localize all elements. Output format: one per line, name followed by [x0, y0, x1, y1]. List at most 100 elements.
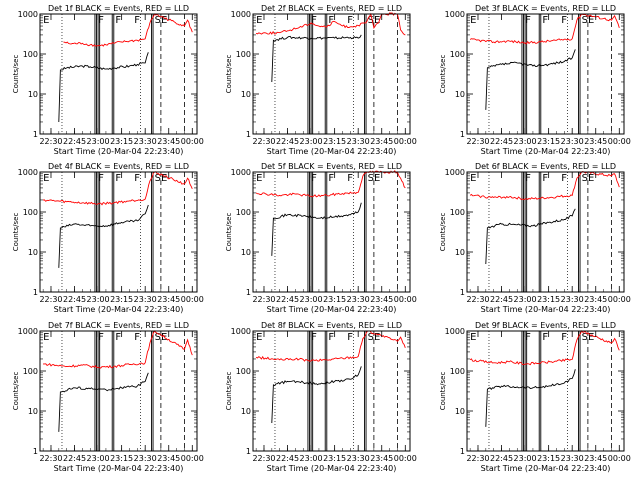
lld-series-line: [43, 171, 193, 206]
x-axis-label: Start Time (20-Mar-04 22:23:40): [481, 464, 611, 473]
x-tick-label: 22:45: [276, 454, 299, 463]
x-tick-label: 23:30: [561, 295, 584, 304]
x-axis-label: Start Time (20-Mar-04 22:23:40): [54, 147, 184, 156]
y-tick-label: 100: [450, 50, 465, 59]
region-label: F: [525, 173, 531, 184]
x-tick-label: 00:00: [608, 137, 631, 146]
region-label: SE: [582, 173, 595, 184]
y-tick-label: 100: [23, 208, 38, 217]
x-tick-label: 00:00: [181, 137, 204, 146]
region-label: F: [134, 332, 140, 343]
x-tick-label: 23:00: [87, 295, 110, 304]
region-label: E: [43, 332, 49, 343]
x-tick-label: 23:00: [300, 137, 323, 146]
region-label: F: [542, 332, 548, 343]
events-series-line: [485, 369, 576, 427]
y-tick-label: 10: [28, 90, 38, 99]
region-label: F: [134, 173, 140, 184]
x-tick-label: 23:45: [370, 295, 393, 304]
region-label: E: [256, 173, 262, 184]
x-tick-label: 22:30: [466, 295, 489, 304]
region-label: F: [98, 15, 104, 26]
x-tick-label: 00:00: [394, 454, 417, 463]
x-tick-label: 23:00: [300, 454, 323, 463]
panel-title: Det 8f BLACK = Events, RED = LLD: [261, 321, 402, 330]
x-axis-label: Start Time (20-Mar-04 22:23:40): [481, 305, 611, 314]
x-tick-label: 23:45: [370, 137, 393, 146]
x-tick-label: 23:15: [323, 137, 346, 146]
y-axis-label: Counts/sec: [439, 55, 447, 94]
region-label: F: [98, 332, 104, 343]
region-label: F: [561, 332, 567, 343]
lld-series-line: [63, 13, 193, 47]
y-axis-label: Counts/sec: [439, 372, 447, 411]
y-axis-label: Counts/sec: [439, 213, 447, 252]
region-label: F: [311, 332, 317, 343]
plot-frame: [466, 13, 625, 135]
region-label: F: [561, 15, 567, 26]
y-tick-label: 1000: [231, 168, 251, 177]
x-tick-label: 22:30: [252, 137, 275, 146]
y-axis-label: Counts/sec: [12, 213, 20, 252]
events-series-line: [485, 208, 576, 265]
region-label: F: [542, 173, 548, 184]
plot-frame: [39, 13, 198, 135]
x-tick-label: 00:00: [181, 295, 204, 304]
y-tick-label: 1: [460, 447, 465, 456]
region-label: SE: [582, 332, 595, 343]
x-tick-label: 23:45: [584, 295, 607, 304]
region-label: E: [43, 15, 49, 26]
events-series-line: [58, 52, 149, 123]
y-tick-label: 1: [33, 130, 38, 139]
plot-frame: [252, 13, 411, 135]
y-tick-label: 100: [236, 208, 251, 217]
x-tick-label: 22:45: [276, 137, 299, 146]
region-label: SE: [368, 332, 381, 343]
y-tick-label: 10: [241, 407, 251, 416]
y-axis-label: Counts/sec: [12, 372, 20, 411]
x-tick-label: 22:45: [63, 137, 86, 146]
panel-title: Det 5f BLACK = Events, RED = LLD: [261, 162, 402, 171]
x-tick-label: 23:30: [561, 137, 584, 146]
panel-title: Det 3f BLACK = Events, RED = LLD: [475, 4, 616, 13]
x-tick-label: 23:30: [134, 295, 157, 304]
x-tick-label: 23:45: [157, 137, 180, 146]
x-tick-label: 22:45: [276, 295, 299, 304]
panel-title: Det 6f BLACK = Events, RED = LLD: [475, 162, 616, 171]
y-tick-label: 1000: [445, 168, 465, 177]
region-label: F: [542, 15, 548, 26]
region-label: E: [43, 173, 49, 184]
x-tick-label: 22:45: [490, 454, 513, 463]
lld-series-line: [469, 171, 620, 201]
region-label: F: [328, 332, 334, 343]
x-tick-label: 22:30: [466, 137, 489, 146]
y-tick-label: 10: [455, 90, 465, 99]
region-label: F: [311, 15, 317, 26]
x-tick-label: 23:00: [514, 295, 537, 304]
region-label: E: [470, 173, 476, 184]
x-tick-label: 22:45: [63, 295, 86, 304]
x-tick-label: 23:00: [514, 137, 537, 146]
x-tick-label: 00:00: [394, 137, 417, 146]
lld-series-line: [255, 12, 406, 36]
x-tick-label: 23:45: [584, 137, 607, 146]
y-tick-label: 1: [33, 288, 38, 297]
x-tick-label: 23:30: [561, 454, 584, 463]
x-tick-label: 22:30: [39, 137, 62, 146]
x-axis-label: Start Time (20-Mar-04 22:23:40): [267, 147, 397, 156]
panel-title: Det 4f BLACK = Events, RED = LLD: [48, 162, 189, 171]
plot-frame: [39, 330, 198, 452]
region-label: F: [328, 173, 334, 184]
y-tick-label: 1000: [231, 327, 251, 336]
x-tick-label: 23:45: [370, 454, 393, 463]
x-tick-label: 23:00: [514, 454, 537, 463]
region-label: F: [98, 173, 104, 184]
x-tick-label: 23:30: [134, 137, 157, 146]
events-series-line: [485, 49, 576, 110]
x-axis-label: Start Time (20-Mar-04 22:23:40): [481, 147, 611, 156]
